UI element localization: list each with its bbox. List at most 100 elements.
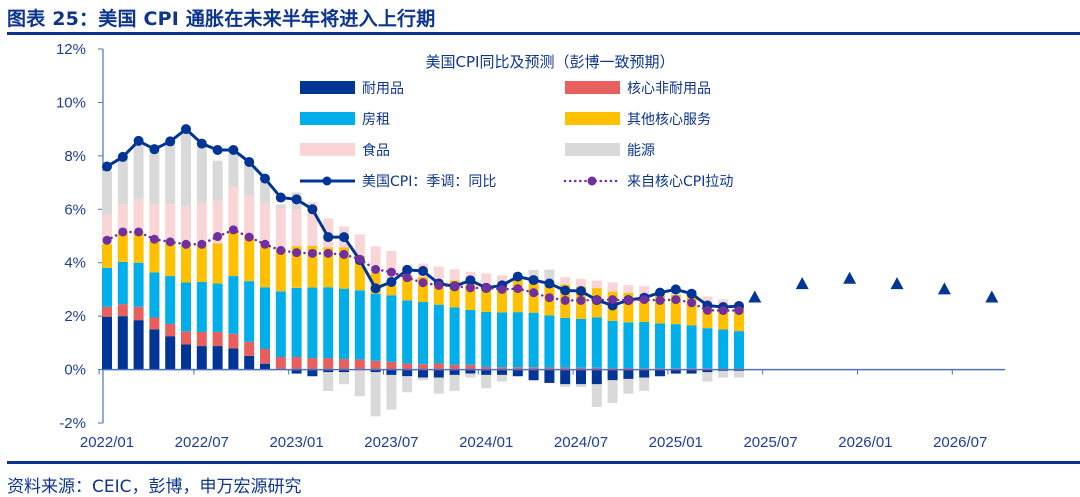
bar-segment (655, 295, 665, 324)
bar-segment (181, 206, 191, 246)
legend-label: 食品 (362, 142, 390, 159)
bar-segment (433, 280, 444, 305)
header-divider (7, 32, 1080, 35)
bar-segment (512, 279, 523, 313)
forecast-triangle (795, 277, 809, 290)
bar-segment (339, 247, 349, 289)
bar-segment (402, 276, 413, 301)
bar-segment (528, 283, 539, 313)
bar-segment (449, 364, 460, 370)
bar-segment (686, 325, 697, 369)
bar-segment (702, 372, 713, 382)
bar-segment (481, 284, 492, 312)
core-point (197, 239, 207, 249)
cpi-point (386, 276, 397, 287)
bar-segment (244, 355, 255, 370)
bar-segment (734, 331, 744, 369)
bar-segment (260, 202, 270, 245)
bar-segment (117, 316, 128, 370)
bar-segment (433, 369, 444, 378)
core-point (434, 280, 444, 290)
y-tick-label: 2% (64, 308, 86, 325)
cpi-point (670, 284, 681, 295)
bar-segment (323, 358, 334, 370)
bar-segment (497, 374, 507, 382)
bar-segment (354, 234, 365, 256)
bar-segment (449, 269, 460, 281)
core-point (307, 248, 317, 258)
bar-segment (544, 367, 555, 370)
bar-segment (560, 277, 571, 285)
cpi-point (560, 285, 571, 296)
bar-segment (528, 369, 539, 381)
cpi-point (528, 275, 539, 286)
bar-segment (607, 367, 618, 370)
bar-segment (244, 341, 255, 356)
bar-segment (212, 243, 223, 284)
legend-swatch (300, 143, 355, 156)
core-point (702, 305, 712, 315)
cpi-point (181, 124, 191, 135)
cpi-point (212, 144, 223, 155)
legend-swatch (300, 81, 355, 94)
bar-segment (370, 246, 381, 273)
core-point (355, 254, 365, 264)
core-point (687, 298, 697, 308)
legend-label: 房租 (362, 112, 390, 128)
legend-swatch (300, 112, 355, 125)
bar-segment (639, 286, 650, 296)
bar-segment (544, 269, 555, 285)
core-point (228, 225, 238, 235)
bar-segment (497, 312, 507, 368)
bar-segment (623, 367, 634, 370)
forecast-triangle (937, 282, 951, 295)
core-point (718, 306, 728, 316)
bar-segment (576, 318, 586, 368)
x-tick-label: 2026/01 (838, 434, 892, 451)
bar-segment (418, 301, 428, 365)
bar-segment (670, 324, 681, 369)
bar-segment (323, 372, 334, 391)
bar-segment (497, 369, 507, 375)
bar-segment (149, 150, 160, 205)
core-point (560, 295, 570, 305)
core-point (213, 232, 223, 242)
cpi-point (149, 144, 160, 155)
bar-segment (512, 312, 523, 368)
bar-segment (686, 369, 697, 374)
bar-segment (370, 369, 381, 373)
core-point (165, 237, 175, 247)
core-point (608, 295, 618, 305)
bar-segment (117, 304, 128, 317)
core-point (260, 239, 270, 249)
bar-segment (181, 245, 191, 283)
bar-segment (512, 369, 523, 377)
bar-segment (481, 273, 492, 285)
bar-segment (228, 276, 239, 334)
cpi-point (418, 265, 428, 276)
bar-segment (418, 364, 428, 370)
bar-segment (339, 369, 349, 373)
core-point (513, 284, 523, 294)
bar-segment (560, 367, 571, 370)
bar-segment (497, 286, 507, 313)
bar-segment (418, 377, 428, 381)
bar-segment (196, 203, 207, 246)
cpi-point (244, 157, 255, 168)
bar-segment (149, 329, 160, 370)
bar-segment (655, 369, 665, 377)
bar-segment (655, 323, 665, 369)
bar-segment (260, 363, 270, 370)
bar-segment (133, 199, 144, 232)
bar-segment (228, 333, 239, 349)
bar-segment (323, 247, 334, 288)
y-tick-label: 8% (64, 148, 86, 165)
bar-segment (244, 195, 255, 236)
bar-segment (591, 280, 602, 289)
forecast-triangle (748, 290, 762, 303)
bar-segment (670, 294, 681, 325)
x-tick-label: 2024/07 (554, 434, 608, 451)
bar-segment (702, 304, 713, 329)
bar-segment (165, 276, 176, 324)
